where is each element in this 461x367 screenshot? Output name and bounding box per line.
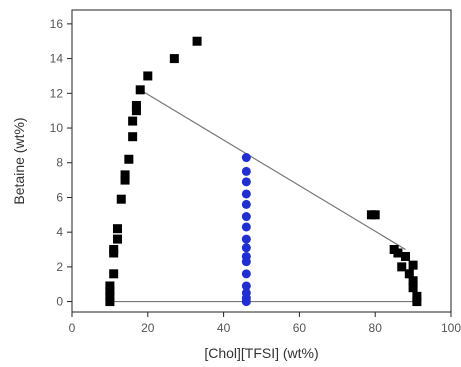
y-axis-label: Betaine (wt%) (11, 117, 27, 204)
y-tick-label: 4 (56, 225, 63, 239)
binodal-point (397, 262, 407, 272)
mixture-point (241, 281, 251, 291)
binodal-point (401, 251, 411, 261)
mixture-point (241, 234, 251, 244)
plot-frame (71, 9, 452, 313)
mixture-point (241, 199, 251, 209)
axes: 0 20 40 60 80 100 0 2 4 6 8 10 12 14 16 (50, 17, 461, 335)
binodal-point (143, 71, 153, 81)
binodal-point (128, 116, 138, 126)
binodal-point (131, 100, 141, 110)
x-tick-label: 20 (141, 321, 155, 335)
mixture-point (241, 222, 251, 232)
binodal-point (112, 234, 122, 244)
x-tick-label: 0 (69, 321, 76, 335)
binodal-point (393, 248, 403, 258)
binodal-point (131, 106, 141, 116)
x-axis-label: [Chol][TFSI] (wt%) (204, 345, 318, 361)
binodal-point (120, 170, 130, 180)
mixture-point (241, 288, 251, 298)
binodal-point (404, 269, 414, 279)
y-tick-label: 12 (50, 86, 64, 100)
binodal-point (128, 132, 138, 142)
x-tick-label: 40 (217, 321, 231, 335)
binodal-point (408, 283, 418, 293)
binodal-point (109, 269, 119, 279)
mixture-point (241, 153, 251, 163)
binodal-point (192, 36, 202, 46)
y-tick-label: 14 (50, 52, 64, 66)
y-tick-label: 0 (56, 295, 63, 309)
binodal-point (169, 54, 179, 64)
binodal-point (135, 85, 145, 95)
binodal-point (105, 297, 115, 307)
x-tick-label: 100 (441, 321, 461, 335)
binodal-point (120, 175, 130, 185)
binodal-point (105, 291, 115, 301)
binodal-point (116, 194, 126, 204)
binodal-point (105, 281, 115, 291)
y-tick-label: 6 (56, 190, 63, 204)
mixture-point (241, 177, 251, 187)
binodal-point (370, 210, 380, 220)
binodal-point (412, 297, 422, 307)
mixture-point (241, 251, 251, 261)
mixture-point (241, 166, 251, 176)
mixture-point (241, 189, 251, 199)
binodal-point (109, 245, 119, 255)
y-tick-label: 2 (56, 260, 63, 274)
mixture-point (241, 269, 251, 279)
y-tick-label: 10 (50, 121, 64, 135)
binodal-point (408, 260, 418, 270)
x-tick-label: 80 (369, 321, 383, 335)
binodal-point (412, 291, 422, 301)
tie-line (139, 89, 406, 251)
y-tick-label: 16 (50, 17, 64, 31)
binodal-point (408, 276, 418, 286)
y-tick-label: 8 (56, 156, 63, 170)
plot-content (105, 36, 422, 307)
mixture-point (241, 212, 251, 222)
mixture-point (241, 243, 251, 253)
binodal-point (105, 286, 115, 296)
binodal-point (112, 224, 122, 234)
x-tick-label: 60 (293, 321, 307, 335)
binodal-point (124, 154, 134, 164)
